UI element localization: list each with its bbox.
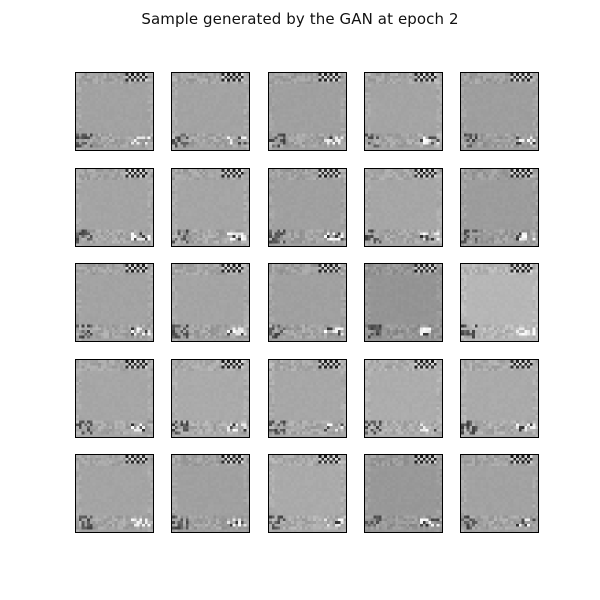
sample-image — [268, 454, 347, 533]
sample-image — [460, 72, 539, 151]
sample-image-canvas — [365, 264, 442, 341]
sample-image — [364, 263, 443, 342]
sample-image-canvas — [269, 264, 346, 341]
sample-image-canvas — [76, 169, 153, 246]
sample-image — [75, 263, 154, 342]
sample-image-canvas — [76, 264, 153, 341]
sample-image-canvas — [172, 73, 249, 150]
sample-image-canvas — [461, 169, 538, 246]
sample-image — [460, 359, 539, 438]
sample-image — [364, 72, 443, 151]
sample-image-canvas — [461, 455, 538, 532]
sample-image — [364, 168, 443, 247]
sample-image-canvas — [76, 360, 153, 437]
sample-image — [75, 454, 154, 533]
sample-image-canvas — [461, 264, 538, 341]
sample-image-canvas — [76, 73, 153, 150]
sample-image — [171, 454, 250, 533]
sample-image — [460, 168, 539, 247]
sample-image — [171, 72, 250, 151]
sample-image-canvas — [461, 73, 538, 150]
sample-image — [75, 168, 154, 247]
sample-image-canvas — [269, 169, 346, 246]
sample-image — [171, 168, 250, 247]
sample-image — [268, 168, 347, 247]
sample-image — [268, 72, 347, 151]
sample-image-canvas — [76, 455, 153, 532]
sample-image-canvas — [172, 169, 249, 246]
sample-image — [268, 263, 347, 342]
sample-image — [268, 359, 347, 438]
sample-image-canvas — [365, 169, 442, 246]
sample-image-canvas — [269, 455, 346, 532]
sample-image — [364, 359, 443, 438]
sample-image-canvas — [365, 73, 442, 150]
sample-image — [364, 454, 443, 533]
sample-image-canvas — [172, 264, 249, 341]
sample-image — [75, 359, 154, 438]
sample-image-canvas — [269, 360, 346, 437]
figure-title: Sample generated by the GAN at epoch 2 — [141, 10, 459, 28]
sample-image — [460, 263, 539, 342]
sample-image-canvas — [172, 360, 249, 437]
sample-image-canvas — [365, 360, 442, 437]
sample-image — [171, 359, 250, 438]
sample-image-canvas — [172, 455, 249, 532]
sample-image-canvas — [365, 455, 442, 532]
sample-image — [75, 72, 154, 151]
sample-image-canvas — [461, 360, 538, 437]
sample-image-canvas — [269, 73, 346, 150]
sample-image — [460, 454, 539, 533]
sample-image — [171, 263, 250, 342]
